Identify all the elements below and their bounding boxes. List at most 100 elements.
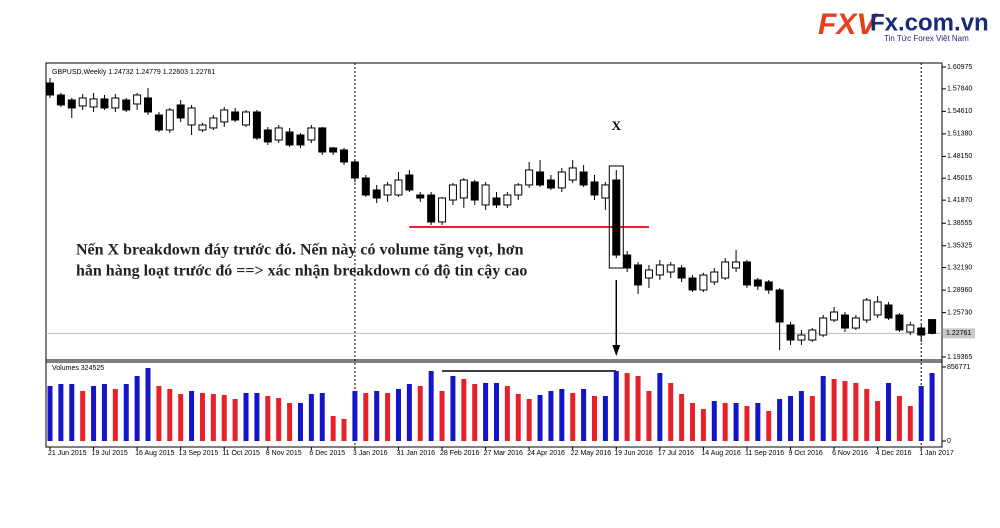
candle-body	[786, 324, 795, 341]
volume-bar	[483, 382, 489, 441]
candle-body	[187, 107, 196, 126]
x-tick-label: 6 Dec 2015	[309, 450, 345, 457]
candle-body	[623, 254, 632, 269]
x-tick-label: 31 Jan 2016	[396, 450, 435, 457]
volume-bar	[363, 392, 369, 441]
volume-bar	[69, 383, 75, 441]
volume-bar	[167, 389, 173, 441]
volume-bar	[406, 383, 412, 441]
volume-bar	[886, 382, 892, 441]
candle-body	[634, 264, 643, 286]
candle-body	[895, 314, 904, 331]
volume-bar	[297, 402, 303, 441]
volume-bar	[842, 380, 848, 441]
candle-body	[699, 274, 708, 291]
x-tick-label: 1 Jan 2017	[919, 450, 954, 457]
volume-bar	[439, 390, 445, 441]
candle-body	[721, 261, 730, 279]
y-tick-label: 1.51380	[947, 131, 972, 138]
y-tick-label: 1.28960	[947, 287, 972, 294]
y-tick-label: 1.60975	[947, 64, 972, 71]
candle-body	[830, 311, 839, 321]
candle-body	[732, 261, 741, 269]
volume-bar	[178, 394, 184, 441]
chart-frame	[45, 62, 943, 448]
volume-bar	[156, 385, 162, 441]
candle-body	[797, 334, 806, 341]
volume-bar	[80, 390, 86, 441]
candle-body	[612, 179, 621, 256]
x-tick-label: 3 Jan 2016	[353, 450, 388, 457]
volume-bar	[134, 375, 140, 441]
volume-bar	[613, 371, 619, 441]
x-tick-label: 28 Feb 2016	[440, 450, 479, 457]
x-tick-label: 8 Nov 2015	[266, 450, 302, 457]
volume-bar	[417, 385, 423, 441]
x-tick-label: 9 Oct 2016	[789, 450, 823, 457]
volume-bar	[570, 392, 576, 441]
candle-body	[819, 317, 828, 336]
volume-bar	[809, 396, 815, 441]
volume-bar	[287, 402, 293, 441]
volume-bar	[657, 373, 663, 441]
volume-bar	[47, 385, 53, 441]
y-tick-label: 856771	[947, 364, 970, 371]
volume-bar	[189, 390, 195, 441]
volume-bar	[733, 402, 739, 441]
x-tick-label: 24 Apr 2016	[527, 450, 565, 457]
candle-body	[840, 314, 849, 329]
candle-body	[688, 277, 697, 291]
volume-bar	[831, 378, 837, 441]
candle-body	[568, 167, 577, 181]
y-tick-label: 1.41870	[947, 197, 972, 204]
candle-body	[906, 324, 915, 333]
candle-body	[176, 104, 185, 119]
candle-body	[917, 327, 926, 336]
candle-body	[405, 174, 414, 191]
candle-body	[644, 269, 653, 279]
volume-bar	[450, 375, 456, 441]
candle-body	[655, 264, 664, 276]
annotation: hẳn hàng loạt trước đó ==> xác nhận brea…	[76, 263, 527, 280]
volume-bar	[646, 390, 652, 441]
volume-bar	[276, 397, 282, 441]
candle-body	[873, 301, 882, 316]
y-tick-label: 1.45015	[947, 175, 972, 182]
candle-body	[46, 82, 54, 96]
candle-body	[808, 329, 817, 341]
x-tick-label: 21 Jun 2015	[48, 450, 87, 457]
candle-body	[133, 94, 142, 105]
candle-body	[448, 184, 457, 201]
volume-bar	[711, 401, 717, 441]
candle-body	[263, 129, 272, 143]
x-tick-label: 11 Sep 2016	[745, 450, 784, 457]
volume-bar	[385, 392, 391, 441]
x-tick-label: 22 May 2016	[571, 450, 612, 457]
y-tick-label: 1.48150	[947, 153, 972, 160]
volume-bar	[221, 394, 227, 441]
volume-bar	[58, 383, 64, 441]
volume-bar	[526, 399, 532, 441]
x-tick-label: 19 Jul 2015	[92, 450, 128, 457]
volume-bar	[700, 409, 706, 441]
volume-bar	[265, 396, 271, 441]
y-tick-label: 1.57840	[947, 86, 972, 93]
candle-body	[514, 184, 523, 196]
volume-bar	[766, 411, 772, 441]
volume-bar	[581, 389, 587, 441]
x-tick-label: 17 Jul 2016	[658, 450, 694, 457]
candle-body	[318, 127, 327, 153]
annotation: Nến X breakdown đáy trước đó. Nến này có…	[76, 242, 524, 259]
marker-label: X	[612, 118, 622, 133]
candle-body	[775, 289, 784, 323]
candle-body	[209, 117, 218, 129]
candle-body	[492, 197, 501, 206]
candle-body	[928, 319, 937, 334]
candle-body	[111, 97, 120, 109]
price-title: GBPUSD,Weekly 1.24732 1.24779 1.22603 1.…	[52, 69, 215, 76]
candle-body	[144, 97, 153, 113]
y-tick-label: 1.54610	[947, 108, 972, 115]
volume-bar	[668, 382, 674, 441]
candle-body	[764, 281, 773, 291]
candle-body	[546, 179, 555, 189]
